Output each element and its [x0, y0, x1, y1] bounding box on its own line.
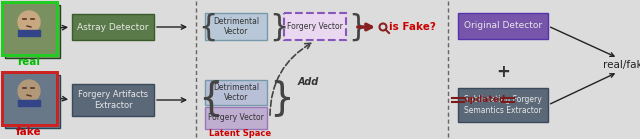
Text: Astray Detector: Astray Detector	[77, 23, 148, 32]
Text: real: real	[17, 57, 40, 67]
FancyBboxPatch shape	[2, 2, 57, 55]
Text: Forgery Vector: Forgery Vector	[208, 114, 264, 122]
Text: Forgery Artifacts
Extractor: Forgery Artifacts Extractor	[78, 90, 148, 110]
FancyBboxPatch shape	[72, 14, 154, 40]
Text: Detrimental
Vector: Detrimental Vector	[213, 83, 259, 102]
Text: {: {	[198, 79, 223, 117]
Circle shape	[18, 11, 40, 33]
Text: +: +	[496, 63, 510, 81]
Text: {: {	[198, 13, 218, 42]
Text: Forgery Vector: Forgery Vector	[287, 22, 343, 31]
Text: updated: updated	[463, 95, 505, 105]
Text: }: }	[269, 79, 294, 117]
Text: }: }	[269, 13, 289, 42]
Text: Add: Add	[298, 77, 319, 87]
Text: is Fake?: is Fake?	[388, 22, 435, 32]
FancyBboxPatch shape	[2, 72, 57, 125]
FancyBboxPatch shape	[5, 5, 60, 58]
Text: Original Detector: Original Detector	[464, 22, 542, 30]
Text: real/fake: real/fake	[603, 60, 640, 70]
FancyBboxPatch shape	[458, 13, 548, 39]
FancyBboxPatch shape	[205, 107, 267, 129]
Text: Latent Space: Latent Space	[209, 130, 271, 138]
Text: fake: fake	[16, 127, 42, 137]
Text: }: }	[348, 13, 367, 42]
FancyBboxPatch shape	[72, 84, 154, 116]
FancyBboxPatch shape	[205, 13, 267, 40]
FancyBboxPatch shape	[284, 13, 346, 40]
FancyBboxPatch shape	[458, 88, 548, 122]
Text: Detrimental
Vector: Detrimental Vector	[213, 17, 259, 36]
Text: Sublimating Forgery
Semantics Extractor: Sublimating Forgery Semantics Extractor	[464, 95, 542, 115]
FancyBboxPatch shape	[5, 75, 60, 128]
Circle shape	[18, 80, 40, 102]
FancyBboxPatch shape	[205, 80, 267, 105]
